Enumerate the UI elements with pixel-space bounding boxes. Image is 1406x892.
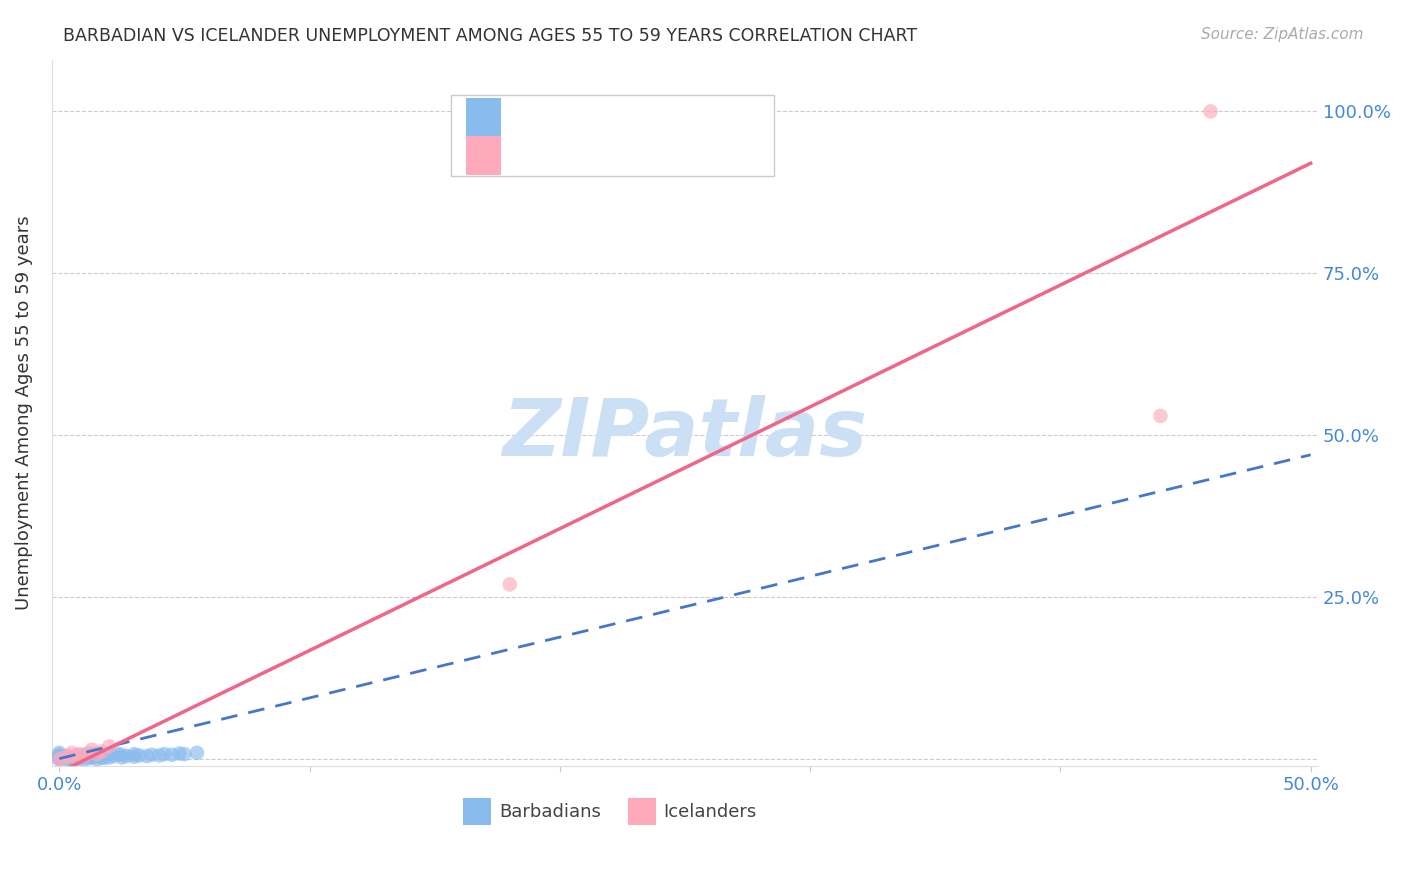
Point — [55, 751, 77, 765]
Point — [86, 752, 108, 766]
Point — [1199, 104, 1222, 119]
Point — [186, 746, 208, 760]
Point — [53, 750, 76, 764]
Point — [48, 749, 70, 764]
Point — [141, 747, 163, 762]
Point — [115, 749, 138, 764]
Point — [169, 747, 191, 761]
Point — [86, 747, 108, 761]
Point — [160, 747, 183, 762]
Point — [90, 747, 112, 762]
Point — [66, 750, 89, 764]
Point — [73, 750, 96, 764]
Point — [48, 752, 70, 766]
FancyBboxPatch shape — [465, 136, 502, 175]
Text: ZIPatlas: ZIPatlas — [502, 395, 868, 473]
Point — [80, 747, 103, 762]
Point — [79, 751, 101, 765]
Point — [93, 751, 115, 765]
Point — [98, 747, 121, 761]
FancyBboxPatch shape — [628, 798, 655, 825]
FancyBboxPatch shape — [465, 98, 502, 137]
Point — [173, 747, 195, 761]
Point — [66, 750, 89, 764]
Point — [111, 750, 134, 764]
Point — [90, 750, 112, 764]
Text: Icelanders: Icelanders — [664, 803, 756, 821]
Point — [80, 742, 103, 756]
FancyBboxPatch shape — [451, 95, 773, 176]
Point — [111, 747, 134, 762]
Point — [98, 750, 121, 764]
Point — [93, 748, 115, 763]
Point — [80, 750, 103, 764]
Y-axis label: Unemployment Among Ages 55 to 59 years: Unemployment Among Ages 55 to 59 years — [15, 215, 32, 610]
FancyBboxPatch shape — [464, 798, 491, 825]
Text: Source: ZipAtlas.com: Source: ZipAtlas.com — [1201, 27, 1364, 42]
Point — [124, 749, 146, 764]
Point — [60, 752, 83, 766]
Point — [48, 751, 70, 765]
Text: R = 0.228   N = 48: R = 0.228 N = 48 — [516, 108, 717, 128]
Point — [124, 747, 146, 761]
Point — [67, 749, 90, 764]
Point — [60, 746, 83, 760]
Point — [103, 749, 125, 764]
Point — [48, 746, 70, 760]
Point — [48, 752, 70, 766]
Point — [98, 739, 121, 754]
Point — [73, 747, 96, 762]
Point — [153, 747, 176, 761]
Point — [55, 752, 77, 766]
Point — [86, 747, 108, 761]
Point — [90, 745, 112, 759]
Point — [48, 747, 70, 762]
Point — [148, 748, 170, 763]
Point — [73, 749, 96, 764]
Point — [1149, 409, 1171, 423]
Text: R = 0.896   N = 15: R = 0.896 N = 15 — [516, 146, 717, 165]
Point — [66, 748, 89, 763]
Text: Barbadians: Barbadians — [499, 803, 600, 821]
Point — [67, 747, 90, 761]
Point — [79, 749, 101, 764]
Point — [86, 749, 108, 764]
Point — [48, 750, 70, 764]
Point — [67, 751, 90, 765]
Text: BARBADIAN VS ICELANDER UNEMPLOYMENT AMONG AGES 55 TO 59 YEARS CORRELATION CHART: BARBADIAN VS ICELANDER UNEMPLOYMENT AMON… — [63, 27, 917, 45]
Point — [66, 752, 89, 766]
Point — [135, 749, 157, 764]
Point — [60, 750, 83, 764]
Point — [499, 577, 522, 591]
Point — [105, 747, 128, 761]
Point — [128, 748, 150, 763]
Point — [79, 746, 101, 760]
Point — [73, 752, 96, 766]
Point — [55, 749, 77, 764]
Point — [58, 749, 80, 764]
